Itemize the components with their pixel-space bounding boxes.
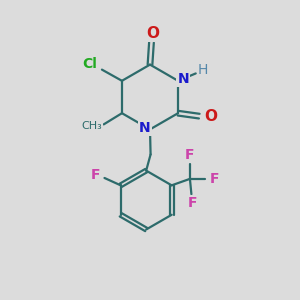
Text: N: N	[178, 72, 189, 86]
Text: CH₃: CH₃	[81, 121, 102, 131]
Text: O: O	[204, 109, 217, 124]
Text: H: H	[198, 64, 208, 77]
Text: N: N	[139, 121, 151, 135]
Text: O: O	[146, 26, 159, 40]
Text: Cl: Cl	[83, 57, 98, 71]
Text: F: F	[188, 196, 198, 210]
Text: F: F	[210, 172, 219, 186]
Text: F: F	[91, 168, 100, 182]
Text: F: F	[185, 148, 195, 162]
